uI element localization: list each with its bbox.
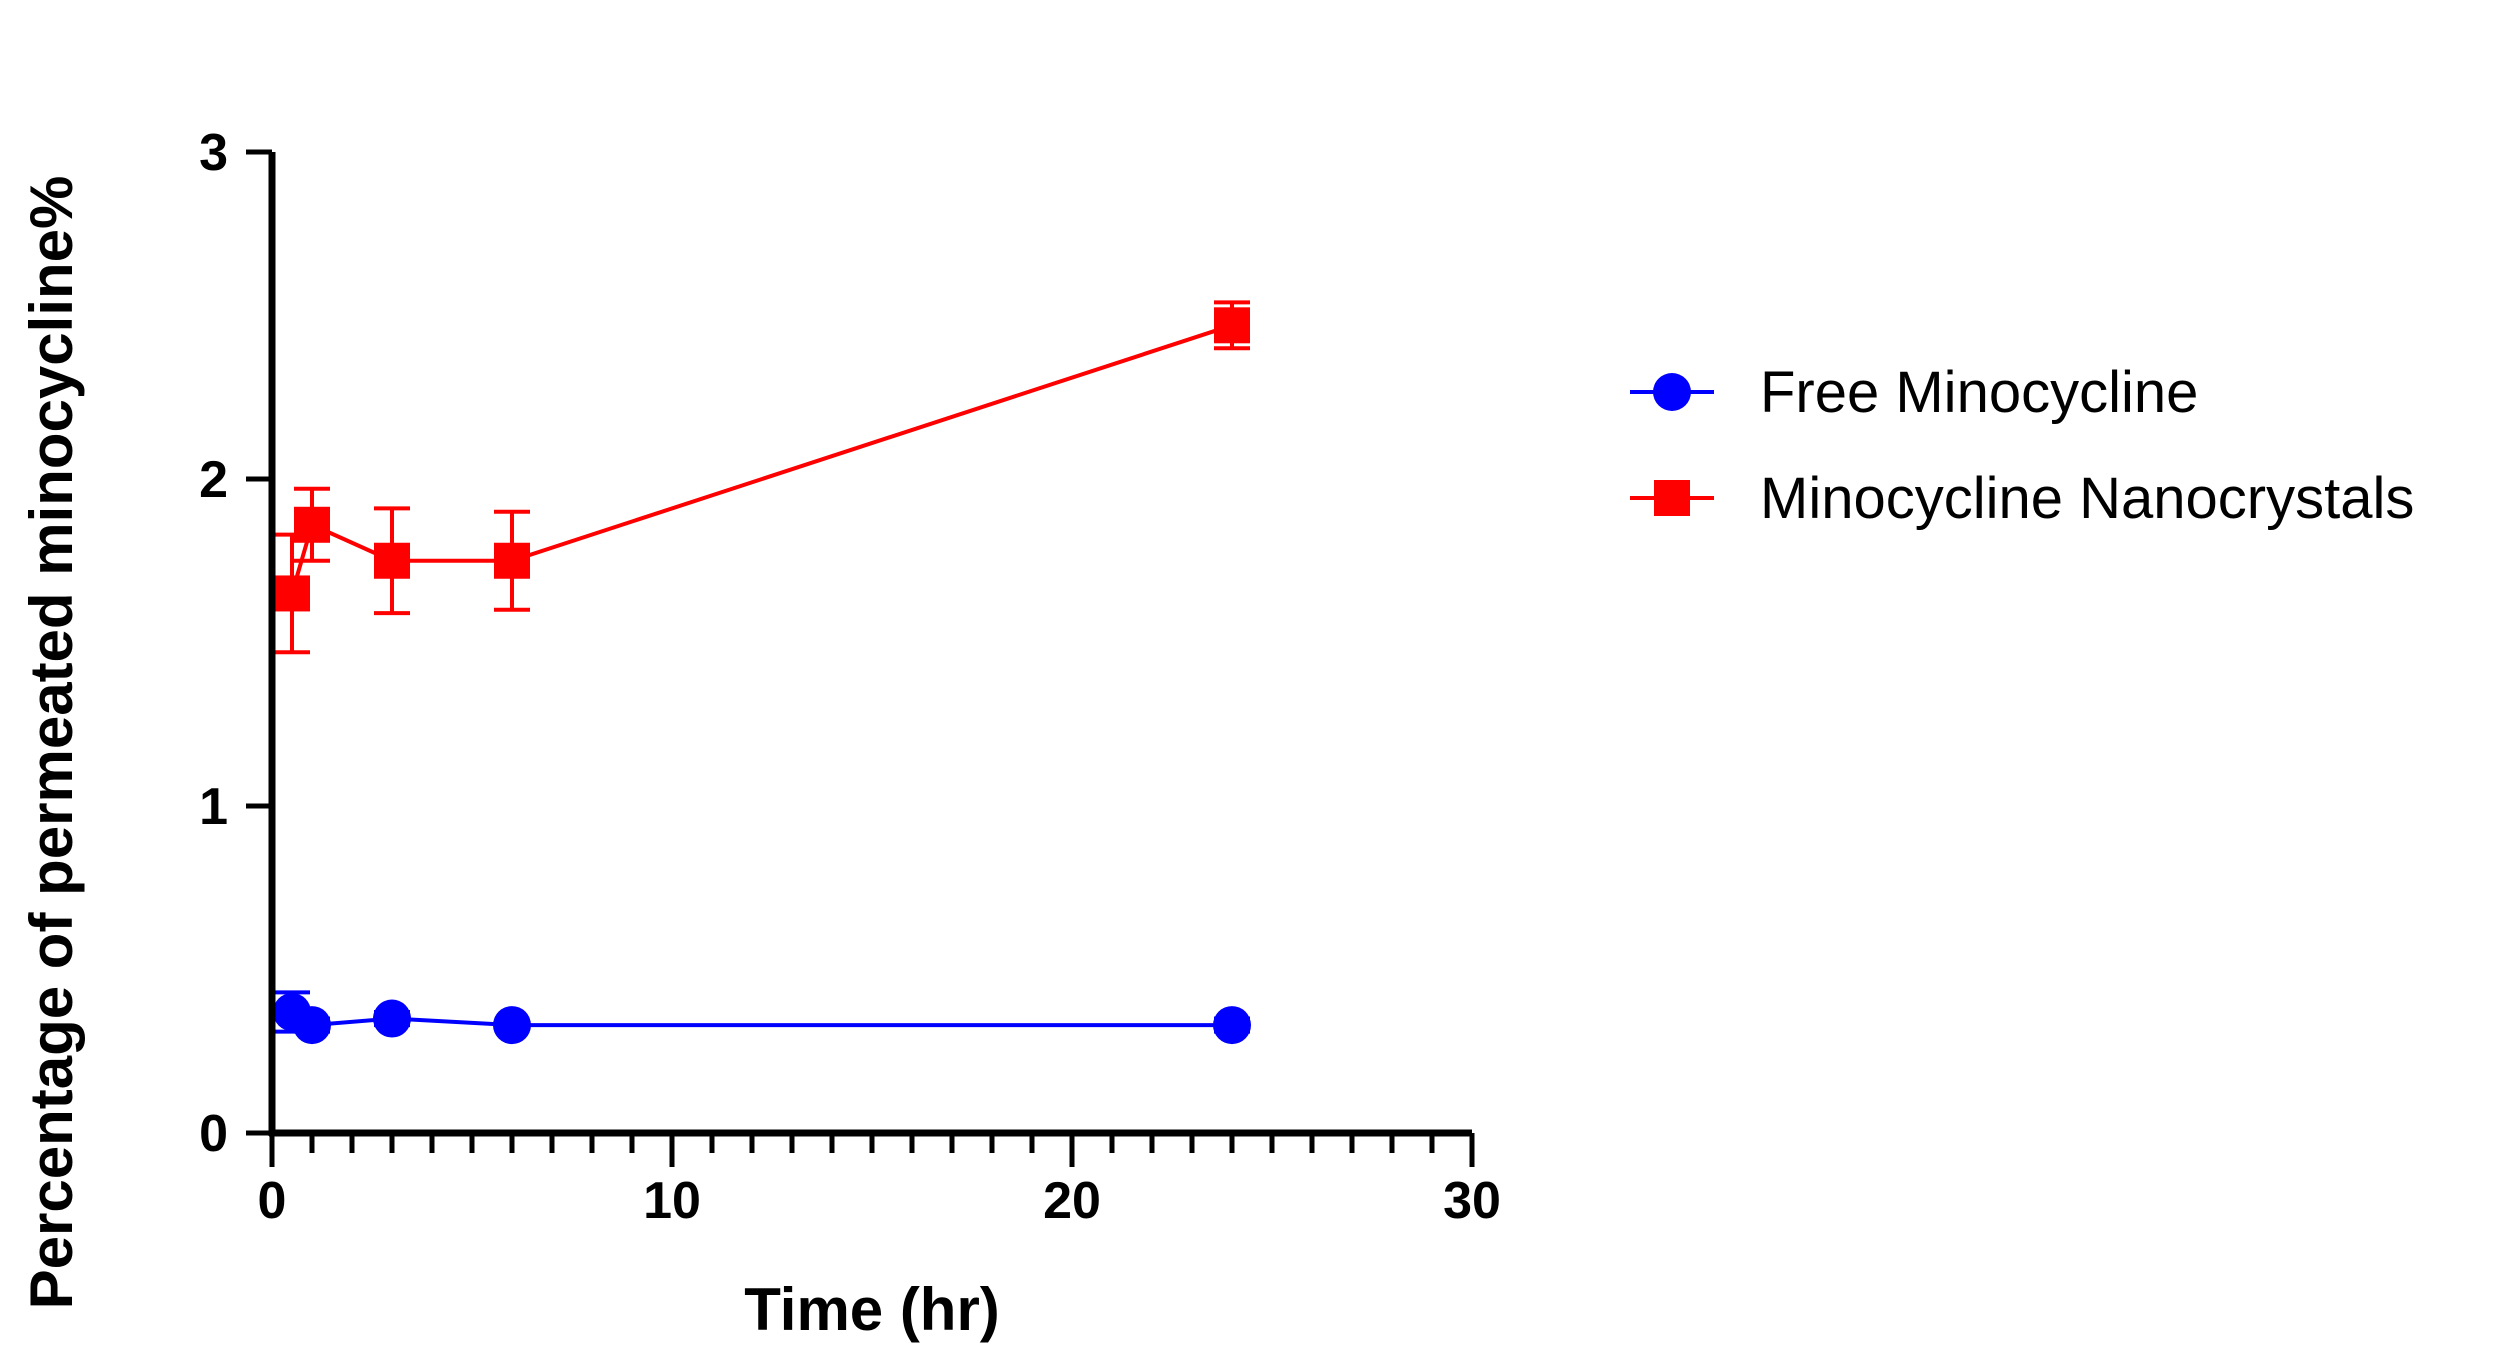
data-point — [274, 575, 310, 612]
axes: 0 10 20 30 0 1 2 3 — [199, 124, 1501, 1230]
data-point — [493, 1006, 531, 1045]
legend: Free Minocycline Minocycline Nanocrystals — [1630, 360, 2414, 531]
plot-area — [273, 300, 1251, 1045]
legend-item: Free Minocycline — [1630, 360, 2198, 425]
series-1 — [274, 300, 1250, 655]
series-0 — [273, 990, 1251, 1045]
data-point — [294, 506, 330, 543]
y-tick-label: 1 — [199, 778, 228, 836]
legend-item: Minocycline Nanocrystals — [1630, 466, 2414, 531]
series-line — [290, 323, 1233, 595]
y-tick-label: 3 — [199, 124, 228, 182]
x-tick-label: 30 — [1443, 1172, 1501, 1230]
x-tick-label: 10 — [643, 1172, 701, 1230]
legend-label: Free Minocycline — [1760, 360, 2198, 425]
data-point — [374, 542, 410, 579]
x-tick-label: 0 — [258, 1172, 287, 1230]
x-tick-label: 20 — [1043, 1172, 1101, 1230]
x-axis-title: Time (hr) — [744, 1276, 1000, 1343]
y-tick-label: 0 — [199, 1105, 228, 1163]
y-axis-title: Percentage of permeated minocycline% — [18, 176, 85, 1310]
series-line — [290, 1010, 1232, 1028]
data-point — [373, 999, 411, 1038]
data-point — [1213, 1006, 1251, 1045]
data-point — [293, 1006, 331, 1045]
data-point — [1214, 307, 1250, 344]
legend-label: Minocycline Nanocrystals — [1760, 466, 2414, 531]
legend-marker — [1653, 373, 1691, 411]
data-point — [494, 542, 530, 579]
legend-marker — [1654, 480, 1690, 516]
y-tick-label: 2 — [199, 451, 228, 509]
